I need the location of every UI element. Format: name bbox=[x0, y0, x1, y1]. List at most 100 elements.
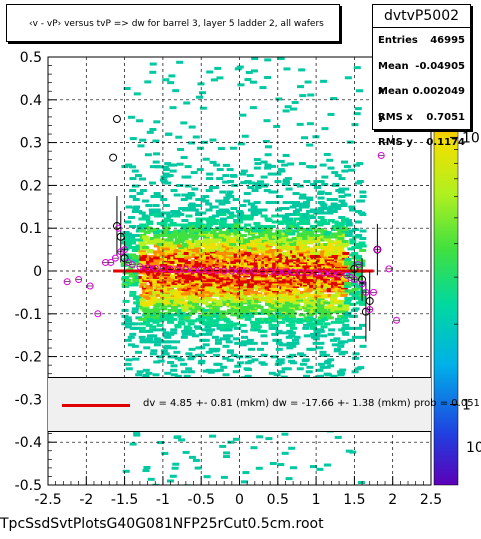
heatmap-cell bbox=[299, 362, 307, 366]
heatmap-cell bbox=[190, 259, 198, 263]
heatmap-cell bbox=[337, 320, 345, 324]
heatmap-cell bbox=[164, 371, 172, 375]
heatmap-cell bbox=[150, 195, 158, 199]
heatmap-cell bbox=[270, 317, 278, 321]
y-tick-label: 0.5 bbox=[20, 50, 42, 66]
profile-marker bbox=[128, 261, 136, 269]
heatmap-cell bbox=[274, 338, 282, 342]
heatmap-cell bbox=[153, 360, 161, 364]
heatmap-cell bbox=[125, 367, 133, 371]
heatmap-cell bbox=[306, 143, 314, 147]
heatmap-cell bbox=[358, 335, 366, 339]
heatmap-cell bbox=[173, 210, 181, 214]
heatmap-cell bbox=[219, 337, 227, 341]
profile-marker bbox=[362, 288, 370, 296]
heatmap-cell bbox=[336, 370, 344, 374]
heatmap-cell bbox=[174, 374, 182, 378]
heatmap-cell bbox=[254, 325, 262, 329]
heatmap-cell bbox=[277, 221, 285, 225]
heatmap-cell bbox=[209, 138, 217, 142]
heatmap-cell bbox=[149, 325, 157, 329]
heatmap-cell bbox=[132, 357, 140, 361]
heatmap-cell bbox=[281, 451, 289, 455]
heatmap-cell bbox=[167, 81, 175, 85]
heatmap-cell bbox=[310, 248, 318, 252]
heatmap-cell bbox=[166, 250, 174, 254]
heatmap-cell bbox=[344, 257, 352, 261]
heatmap-cell bbox=[199, 248, 207, 252]
heatmap-cell bbox=[284, 213, 292, 217]
heatmap-cell bbox=[303, 221, 311, 225]
heatmap-cell bbox=[259, 86, 267, 90]
heatmap-cell bbox=[278, 274, 286, 278]
heatmap-cell bbox=[357, 366, 365, 370]
heatmap-cell bbox=[216, 168, 224, 172]
heatmap-cell bbox=[260, 208, 268, 212]
heatmap-cell bbox=[260, 224, 268, 228]
heatmap-cell bbox=[131, 322, 139, 326]
profile-points bbox=[63, 115, 401, 342]
heatmap-cell bbox=[305, 227, 313, 231]
heatmap-cell bbox=[216, 177, 224, 181]
heatmap-cell bbox=[333, 337, 341, 341]
heatmap-cell bbox=[337, 236, 345, 240]
heatmap-cell bbox=[188, 455, 196, 459]
heatmap-cell bbox=[258, 233, 266, 237]
heatmap-cell bbox=[345, 232, 353, 236]
heatmap-cell bbox=[196, 168, 204, 172]
heatmap-cell bbox=[178, 317, 186, 321]
heatmap-cell bbox=[210, 78, 218, 82]
heatmap-cell bbox=[180, 362, 188, 366]
heatmap-cell bbox=[270, 293, 278, 297]
heatmap-cell bbox=[337, 304, 345, 308]
heatmap-cell bbox=[202, 338, 210, 342]
heatmap-cell bbox=[141, 245, 149, 249]
heatmap-cell bbox=[129, 293, 137, 297]
heatmap-cell bbox=[170, 308, 178, 312]
heatmap-cell bbox=[145, 314, 153, 318]
heatmap-cell bbox=[194, 247, 202, 251]
heatmap-cell bbox=[247, 186, 255, 190]
heatmap-cell bbox=[169, 474, 177, 478]
heatmap-cell bbox=[199, 211, 207, 215]
heatmap-cell bbox=[223, 451, 231, 455]
heatmap-cell bbox=[326, 208, 334, 212]
heatmap-cell bbox=[129, 442, 137, 446]
heatmap-cell bbox=[272, 323, 280, 327]
heatmap-cell bbox=[176, 244, 184, 248]
heatmap-cell bbox=[124, 325, 132, 329]
heatmap-cell bbox=[344, 193, 352, 197]
heatmap-cell bbox=[278, 262, 286, 266]
x-tick-label: -2 bbox=[79, 492, 93, 508]
heatmap-cell bbox=[181, 207, 189, 211]
heatmap-cell bbox=[302, 326, 310, 330]
heatmap-cell bbox=[141, 199, 149, 203]
heatmap-cell bbox=[317, 374, 325, 378]
heatmap-cell bbox=[213, 232, 221, 236]
heatmap-cell bbox=[129, 195, 137, 199]
heatmap-cell bbox=[188, 244, 196, 248]
heatmap-cell bbox=[254, 299, 262, 303]
heatmap-cell bbox=[330, 198, 338, 202]
heatmap-cell bbox=[242, 471, 250, 475]
heatmap-cell bbox=[302, 201, 310, 205]
heatmap-cell bbox=[201, 311, 209, 315]
heatmap-cell bbox=[135, 350, 143, 354]
heatmap-cell bbox=[232, 322, 240, 326]
heatmap-cell bbox=[162, 78, 170, 82]
heatmap-cell bbox=[204, 286, 212, 290]
heatmap-cell bbox=[256, 305, 264, 309]
heatmap-cell bbox=[316, 308, 324, 312]
heatmap-cell bbox=[208, 347, 216, 351]
heatmap-cell bbox=[338, 216, 346, 220]
fit-legend-line bbox=[62, 404, 130, 407]
heatmap-cell bbox=[148, 208, 156, 212]
heatmap-cell bbox=[291, 254, 299, 258]
heatmap-cell bbox=[282, 331, 290, 335]
plot-title: ‹v - vP› versus tvP => dw for barrel 3, … bbox=[6, 4, 340, 42]
heatmap-cell bbox=[169, 221, 177, 225]
heatmap-cell bbox=[296, 213, 304, 217]
heatmap-cell bbox=[320, 334, 328, 338]
heatmap-cell bbox=[320, 211, 328, 215]
heatmap-cell bbox=[292, 289, 300, 293]
